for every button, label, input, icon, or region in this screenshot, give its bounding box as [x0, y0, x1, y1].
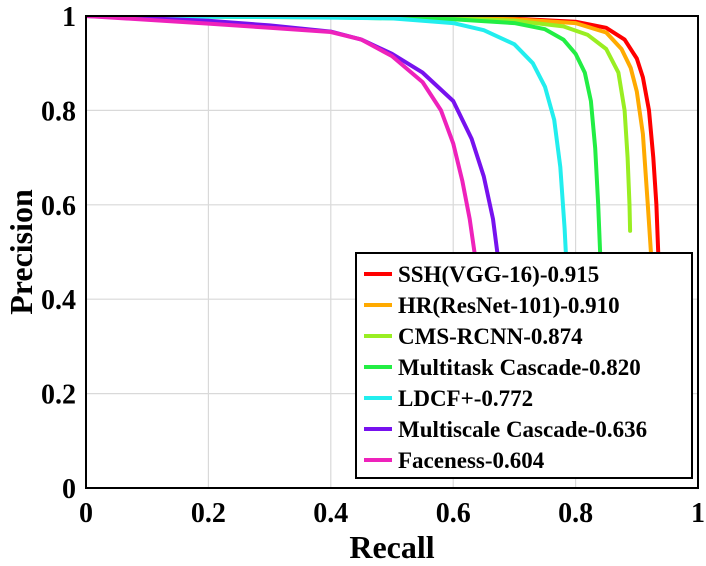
x-tick-label: 1	[691, 498, 705, 529]
y-tick-label: 0.4	[41, 285, 76, 316]
legend-box	[355, 252, 693, 479]
legend-entry-label: Multiscale Cascade-0.636	[398, 417, 647, 442]
x-tick-label: 0	[79, 498, 93, 529]
legend-entry-label: Faceness-0.604	[398, 448, 545, 473]
x-axis-label: Recall	[349, 529, 434, 565]
legend: SSH(VGG-16)-0.915 HR(ResNet-101)-0.910 CMS…	[355, 252, 693, 479]
series-line	[86, 16, 604, 302]
y-tick-label: 1	[62, 2, 76, 33]
series-lines	[86, 16, 662, 302]
legend-entry-label: CMS-RCNN-0.874	[398, 324, 583, 349]
x-tick-label: 0.4	[313, 498, 348, 529]
x-tick-label: 0.6	[436, 498, 471, 529]
legend-entry-label: LDCF+-0.772	[398, 386, 533, 411]
plot-frame	[85, 15, 699, 489]
series-line	[86, 16, 571, 302]
x-tick-label: 0.8	[558, 498, 593, 529]
legend-entry-label: HR(ResNet-101)-0.910	[398, 293, 620, 318]
y-tick-label: 0.8	[41, 96, 76, 127]
legend-entry-label: SSH(VGG-16)-0.915	[398, 262, 599, 287]
y-tick-label: 0.2	[41, 380, 76, 411]
legend-entry-label: Multitask Cascade-0.820	[398, 355, 641, 380]
series-line	[86, 16, 505, 302]
x-tick-label: 0.2	[191, 498, 226, 529]
tick-labels: 0 0.2 0.4 0.6 0.8 1 0 0.2 0.4 0.6 0.8 1	[41, 2, 705, 529]
y-tick-label: 0.6	[41, 191, 76, 222]
y-axis-label: Precision	[3, 189, 39, 315]
y-tick-label: 0	[62, 474, 76, 505]
series-line	[86, 16, 482, 302]
